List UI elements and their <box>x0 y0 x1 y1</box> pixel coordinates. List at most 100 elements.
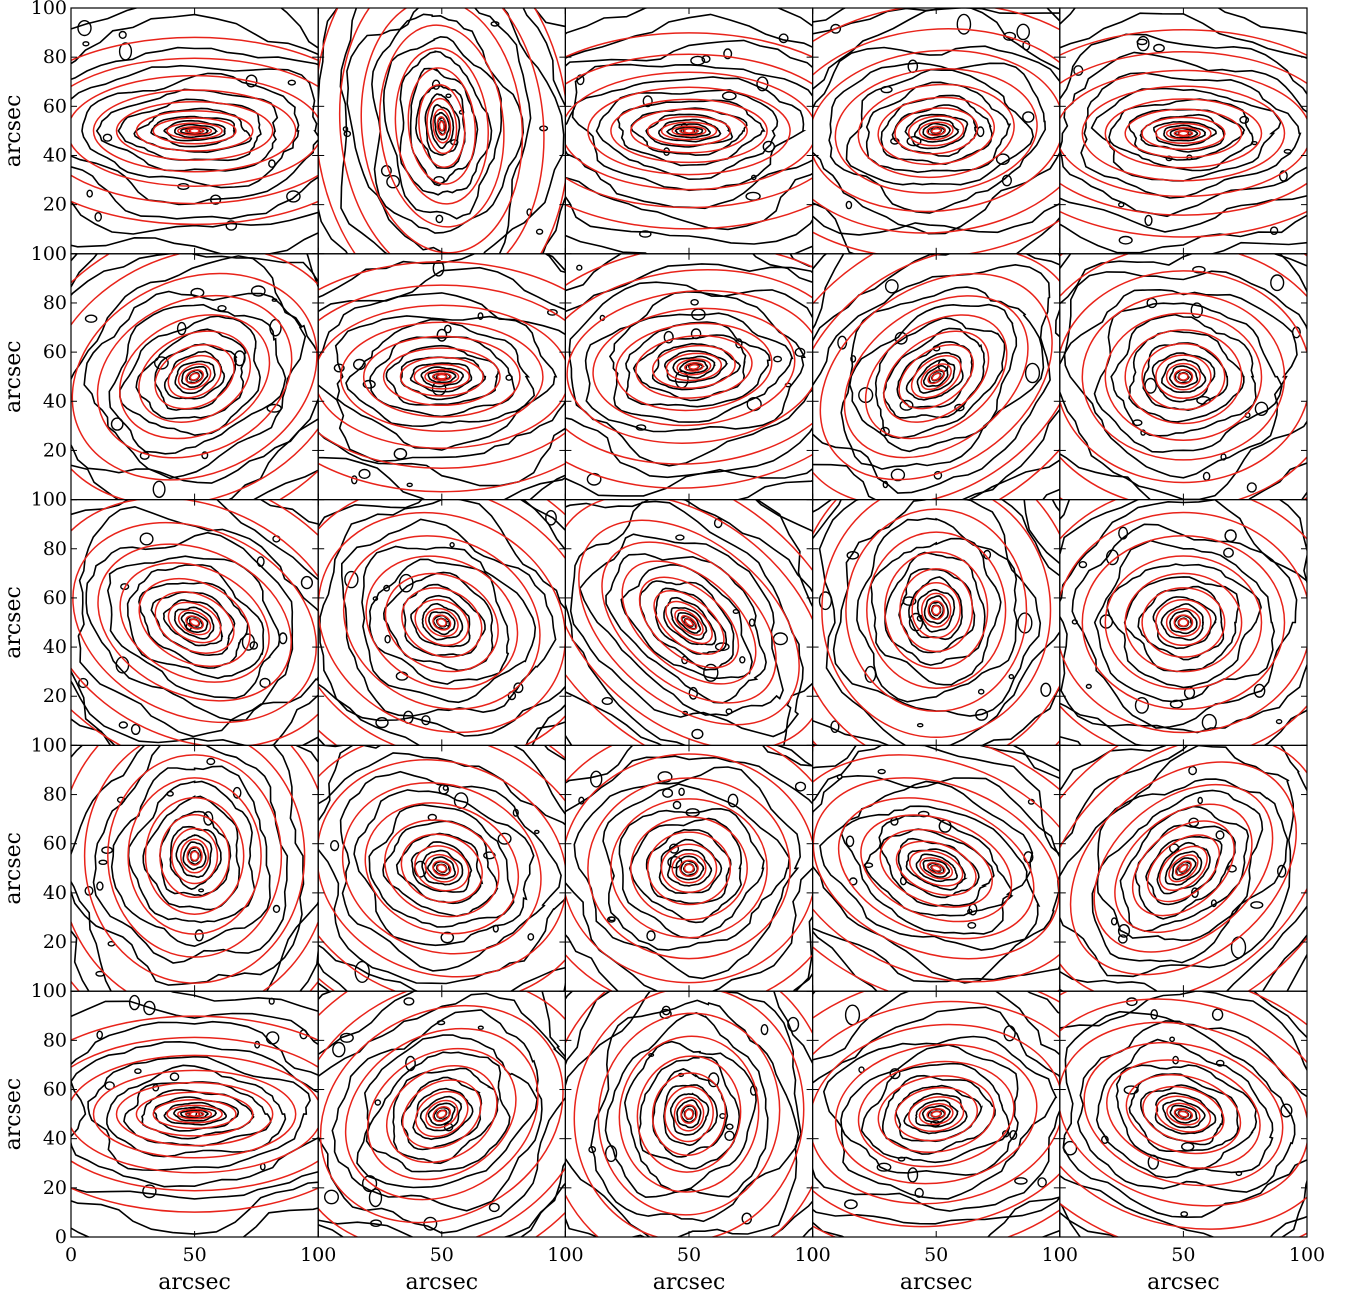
noise-contour <box>492 924 499 933</box>
noise-contour <box>894 331 908 345</box>
model-contour <box>138 330 252 423</box>
noise-contour <box>1211 1008 1224 1021</box>
model-contour <box>1059 511 1308 734</box>
noise-contour <box>358 468 371 480</box>
data-contour <box>922 364 949 388</box>
data-contour <box>409 67 479 187</box>
model-contour <box>821 499 1052 739</box>
data-contour <box>1091 778 1289 964</box>
model-contour <box>414 598 470 647</box>
model-contour <box>1166 1102 1201 1126</box>
model-contour <box>318 511 566 734</box>
data-contour <box>1059 499 1308 746</box>
noise-contour <box>588 1145 597 1154</box>
data-contour <box>150 115 236 148</box>
data-contour <box>318 266 566 487</box>
noise-contour <box>844 1004 861 1026</box>
noise-contour <box>128 994 141 1011</box>
model-contour <box>565 71 813 191</box>
data-contour <box>71 1000 319 1235</box>
noise-contour <box>690 328 702 340</box>
data-contour <box>186 846 202 865</box>
noise-contour <box>713 517 723 529</box>
model-contour <box>673 1096 705 1132</box>
data-contour <box>1163 124 1207 142</box>
data-contour <box>678 359 709 374</box>
model-contour <box>894 107 979 155</box>
data-contour <box>840 805 1028 935</box>
data-contour <box>382 571 494 672</box>
noise-contour <box>657 771 673 783</box>
noise-contour <box>527 933 535 941</box>
data-contour <box>1128 1073 1240 1152</box>
noise-contour <box>1169 1036 1176 1043</box>
data-contour <box>138 582 249 669</box>
data-contour <box>1059 12 1308 254</box>
model-contour <box>432 1106 452 1123</box>
noise-contour <box>118 30 127 40</box>
data-contour <box>1128 330 1245 423</box>
model-contour <box>1178 1110 1189 1118</box>
model-contour <box>71 1054 319 1174</box>
panel-r3-c5 <box>1059 499 1308 746</box>
noise-contour <box>110 417 124 431</box>
noise-contour <box>152 480 166 498</box>
model-contour <box>918 1103 954 1126</box>
data-contour <box>87 1055 311 1172</box>
model-contour <box>565 53 813 209</box>
model-contour <box>812 253 1060 500</box>
data-contour <box>163 350 226 400</box>
noise-contour <box>375 716 389 729</box>
data-contour <box>533 8 566 28</box>
noise-contour <box>120 583 130 591</box>
y-tick-label: 100 <box>31 980 67 1002</box>
noise-contour <box>488 1202 500 1213</box>
y-tick-label: 100 <box>31 489 67 511</box>
noise-contour <box>203 811 214 826</box>
noise-contour <box>1123 1085 1139 1095</box>
model-contour <box>1059 69 1308 198</box>
noise-contour <box>746 397 762 412</box>
model-contour <box>618 1035 760 1193</box>
noise-contour <box>787 1016 800 1032</box>
data-contour <box>368 803 515 928</box>
x-tick-label: 50 <box>924 1244 948 1266</box>
data-contour <box>1139 113 1226 153</box>
model-contour <box>382 347 501 407</box>
noise-contour <box>1008 673 1015 680</box>
model-contour <box>684 1108 694 1120</box>
noise-contour <box>272 904 281 914</box>
noise-contour <box>906 135 922 147</box>
data-contour <box>180 611 209 633</box>
noise-contour <box>134 1068 142 1075</box>
data-contour <box>819 780 1041 951</box>
model-contour <box>154 591 235 654</box>
data-contour <box>565 39 813 231</box>
noise-contour <box>330 839 340 852</box>
data-contour <box>812 745 1060 983</box>
y-tick-label: 80 <box>43 1029 67 1051</box>
noise-contour <box>384 634 391 644</box>
noise-contour <box>1275 718 1283 725</box>
panel-r1-c4 <box>812 8 1060 254</box>
noise-contour <box>1146 297 1158 309</box>
data-contour <box>399 50 493 196</box>
noise-contour <box>724 1130 735 1142</box>
model-contour <box>115 1081 274 1147</box>
noise-contour <box>727 793 739 808</box>
noise-contour <box>1144 377 1157 394</box>
model-contour <box>1124 572 1243 673</box>
model-contour <box>399 356 484 397</box>
data-contour <box>385 344 500 406</box>
noise-contour <box>1016 23 1031 41</box>
data-contour <box>1168 365 1199 388</box>
y-tick-label: 40 <box>43 144 67 166</box>
model-contour <box>401 587 483 658</box>
model-contour <box>883 330 990 423</box>
noise-contour <box>1078 560 1088 569</box>
model-contour <box>930 1110 942 1118</box>
data-contour <box>1059 33 1308 233</box>
model-contour <box>610 798 768 939</box>
model-contour <box>1146 834 1220 903</box>
data-contour <box>119 315 261 437</box>
